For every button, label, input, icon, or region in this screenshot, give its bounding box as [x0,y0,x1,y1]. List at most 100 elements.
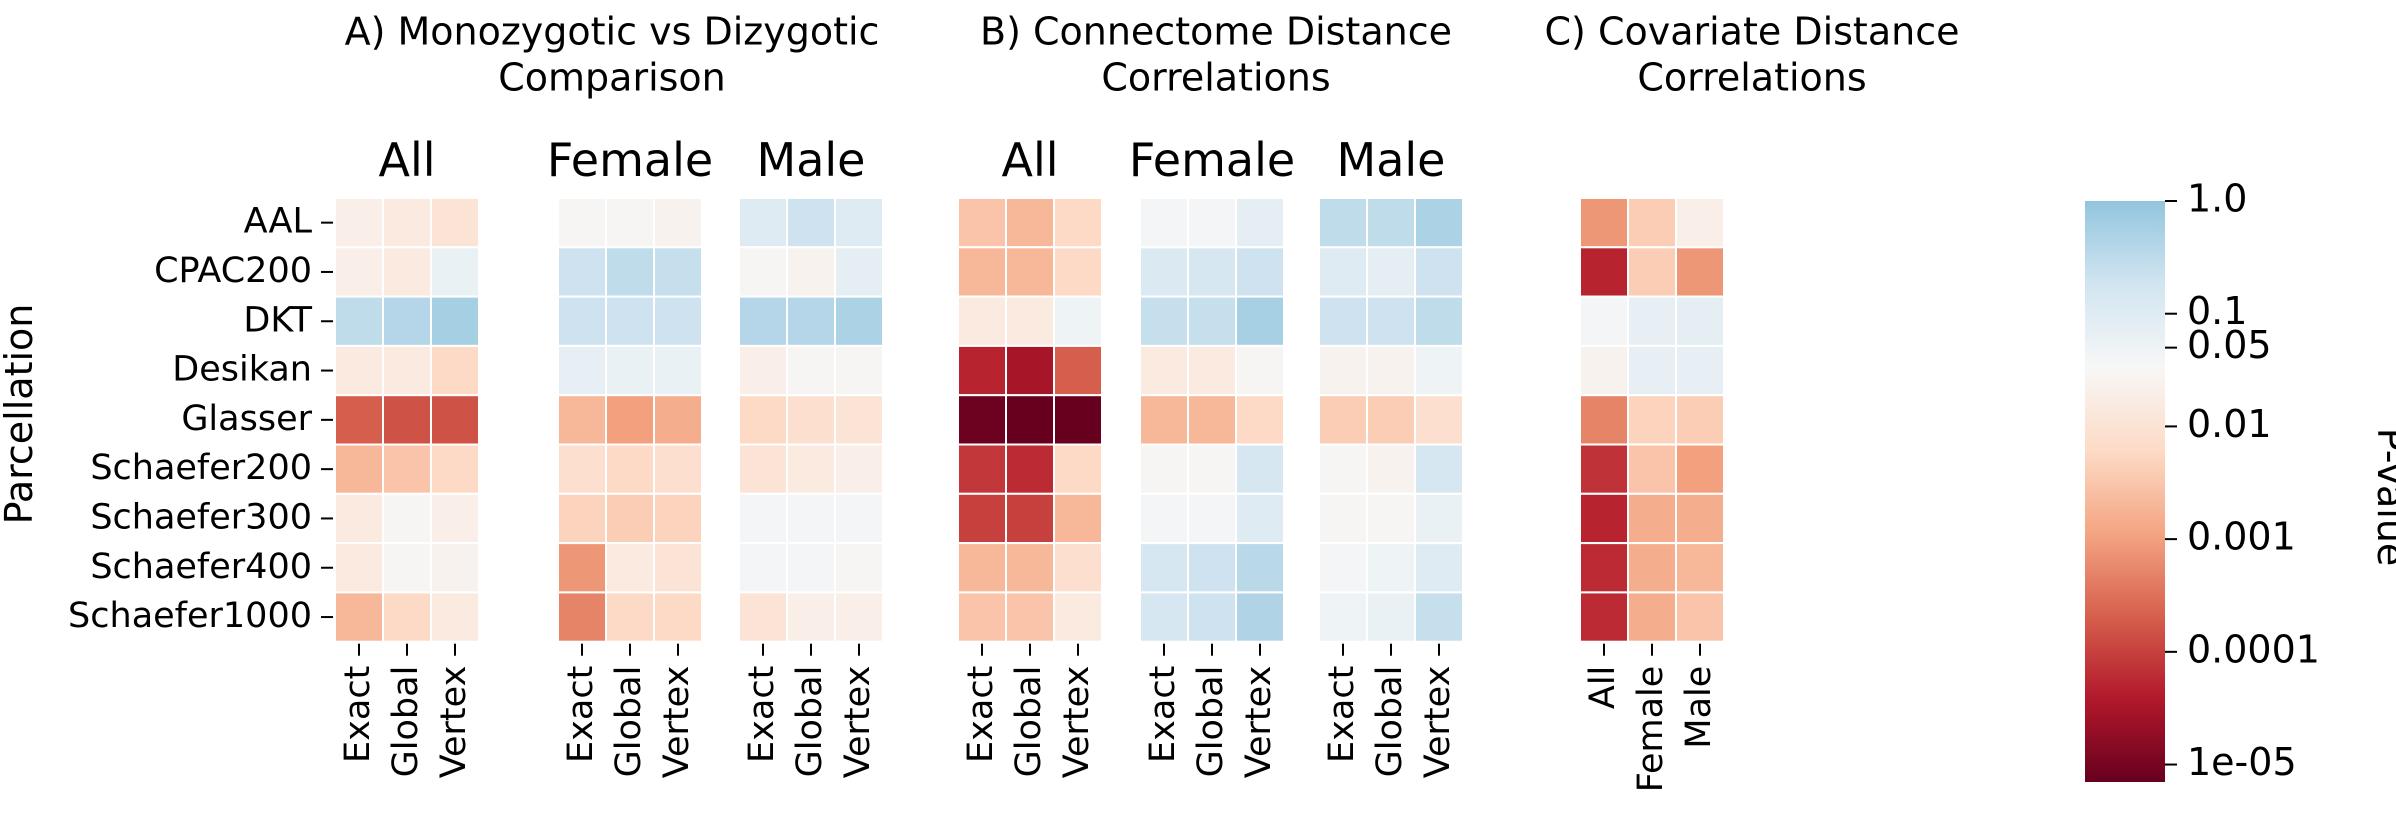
heatmap-cell [834,443,884,495]
heatmap-cell [834,295,884,347]
heatmap-cell [430,542,480,594]
heatmap-cell [1414,394,1464,446]
heatmap-cell [1579,492,1629,545]
heatmap-cell [1235,394,1285,446]
heatmap-cell [334,295,384,347]
heatmap-cell [653,542,703,594]
column-label: Exact [742,666,782,763]
panel: B) Connectome Distance Correlations All Exa… [957,10,1464,779]
heatmap-cell [1139,591,1189,643]
heatmap-cell [1579,344,1629,397]
heatmap-cell [1235,492,1285,545]
heatmap-cell [834,246,884,298]
heatmap-cell [430,394,480,446]
heatmap-cell [957,295,1007,347]
heatmap-cell [738,591,788,643]
heatmap-cell [738,492,788,545]
heatmap-cell [957,591,1007,643]
heatmap-cell [1318,295,1368,347]
heatmap-cell [334,197,384,249]
heatmap-cell [1318,197,1368,249]
heatmap-cell [334,492,384,545]
heatmap-group: Female Exact Global Vertex [547,133,713,778]
heatmap-cell [1005,246,1055,298]
heatmap-cell [382,542,432,594]
heatmap-cell [1414,246,1464,298]
heatmap-cell [1366,542,1416,594]
heatmap-cell [1053,542,1103,594]
heatmap-cell [1414,295,1464,347]
heatmap-cell [557,197,607,249]
y-axis-label: Parcellation [0,304,41,525]
heatmap-cell [557,492,607,545]
heatmap-cell [738,394,788,446]
heatmap-cell [1675,295,1725,347]
heatmap-cell [1366,246,1416,298]
heatmap-cell [957,344,1007,397]
colorbar-tick-label: 0.01 [2187,402,2272,446]
heatmap-cell [430,246,480,298]
row-labels: AAL CPAC200 DKT Desikan Glasser Schaefer200 Sc… [68,202,333,636]
heatmap-cell [653,492,703,545]
heatmap-group: All Exact Global Vertex [334,133,480,778]
heatmap-cell [834,394,884,446]
heatmap-cell [957,492,1007,545]
heatmap-cell [605,443,655,495]
heatmap-cell [653,591,703,643]
heatmap-cell [605,295,655,347]
heatmap-cell [1675,542,1725,594]
heatmap-cell [1053,591,1103,643]
colorbar-tick-label: 0.001 [2187,515,2296,559]
heatmap-cell [605,197,655,249]
heatmap-cell [557,591,607,643]
heatmap-cell [1318,492,1368,545]
heatmap-cell [1187,295,1237,347]
heatmap-cell [1187,197,1237,249]
heatmap-cell [1053,197,1103,249]
heatmap-cell [1675,394,1725,446]
heatmap-cell [738,197,788,249]
heatmap-cell [1675,443,1725,495]
heatmap-cell [1005,295,1055,347]
heatmap-cell [738,295,788,347]
heatmap-cell [1675,197,1725,249]
heatmap-cell [334,246,384,298]
column-label: Global [1370,666,1410,778]
heatmap-cell [382,443,432,495]
heatmap-cell [1627,492,1677,545]
heatmap-cell [738,344,788,397]
colorbar-tick-label: 0.1 [2187,289,2247,333]
heatmap-cell [1139,394,1189,446]
column-label: Vertex [838,666,878,779]
heatmap-cell [1318,542,1368,594]
heatmap-cell [738,542,788,594]
panel: C) Covariate Distance Correlations All Fema… [1545,10,1960,793]
heatmap-cell [557,344,607,397]
heatmap-cell [382,246,432,298]
heatmap-cell [834,344,884,397]
row-label: Schaefer1000 [68,596,312,636]
column-label: Female [1631,666,1671,793]
heatmap-cell [786,492,836,545]
heatmap-cell [1318,591,1368,643]
heatmap-cell [382,197,432,249]
heatmap-cell [1187,542,1237,594]
heatmap-cell [653,295,703,347]
heatmap-cell [1627,394,1677,446]
panel: A) Monozygotic vs Dizygotic Comparison All… [334,10,884,779]
column-label: Vertex [1057,666,1097,779]
heatmap-cell [1053,295,1103,347]
heatmap-cell [1675,246,1725,298]
heatmap-cell [1414,344,1464,397]
heatmap-cell [786,443,836,495]
heatmap-cell [557,246,607,298]
heatmap-cell [430,443,480,495]
heatmap-cell [1053,443,1103,495]
heatmap-cell [1414,492,1464,545]
heatmap-cell [382,591,432,643]
heatmap-cell [1005,542,1055,594]
heatmap-cell [1579,295,1629,347]
heatmap-cell [1053,394,1103,446]
heatmap-cell [1366,492,1416,545]
heatmap-cell [786,344,836,397]
